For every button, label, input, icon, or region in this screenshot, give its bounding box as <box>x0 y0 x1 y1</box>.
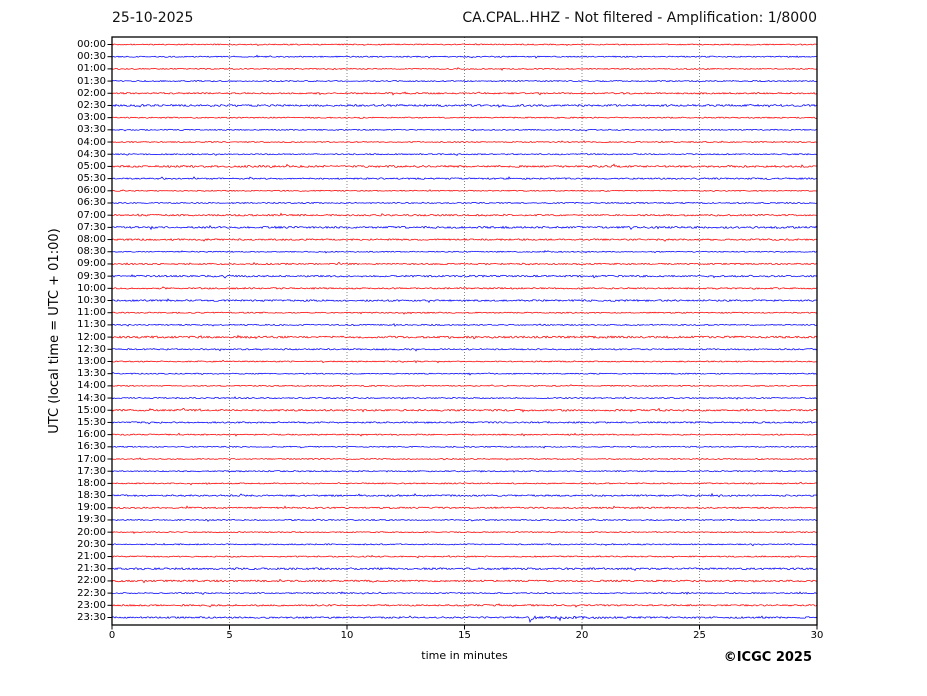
y-tick-label: 22:00 <box>77 575 106 587</box>
y-tick-label: 10:00 <box>77 282 106 294</box>
x-axis-label: time in minutes <box>421 649 508 662</box>
y-tick-label: 19:00 <box>77 502 106 514</box>
x-tick-label: 5 <box>226 630 233 641</box>
y-tick-label: 02:30 <box>77 99 106 111</box>
y-tick-label: 22:30 <box>77 587 106 599</box>
y-tick-label: 11:00 <box>77 307 106 319</box>
x-tick-label: 0 <box>108 630 116 641</box>
y-tick-label: 11:30 <box>77 319 106 331</box>
y-tick-label: 18:00 <box>77 477 106 489</box>
y-tick-label: 00:30 <box>77 51 106 63</box>
y-tick-label: 05:30 <box>77 173 106 185</box>
x-tick-label: 25 <box>693 630 706 641</box>
y-tick-label: 07:00 <box>77 209 106 221</box>
y-tick-label: 23:30 <box>77 612 106 623</box>
y-tick-label: 19:30 <box>77 514 106 526</box>
y-tick-label: 23:00 <box>77 599 106 611</box>
y-tick-label: 21:00 <box>77 551 106 563</box>
y-tick-label: 15:30 <box>77 416 106 428</box>
y-tick-label: 04:30 <box>77 148 106 160</box>
helicorder-plot-canvas <box>100 31 827 637</box>
y-tick-label: 17:30 <box>77 465 106 477</box>
y-tick-label: 02:00 <box>77 87 106 99</box>
y-tick-label: 13:00 <box>77 355 106 367</box>
y-tick-label: 13:30 <box>77 368 106 380</box>
y-tick-label: 12:00 <box>77 331 106 343</box>
y-tick-label: 05:00 <box>77 160 106 172</box>
y-tick-label: 00:00 <box>77 39 106 50</box>
y-tick-label: 14:00 <box>77 380 106 392</box>
y-tick-label: 16:00 <box>77 429 106 441</box>
y-tick-label: 10:30 <box>77 295 106 307</box>
y-tick-label: 09:00 <box>77 258 106 270</box>
y-tick-label: 06:00 <box>77 185 106 197</box>
x-tick-label: 15 <box>458 630 471 641</box>
y-tick-label: 16:30 <box>77 441 106 453</box>
y-tick-label: 17:00 <box>77 453 106 465</box>
y-tick-label: 01:00 <box>77 63 106 75</box>
y-tick-label: 20:00 <box>77 526 106 538</box>
y-tick-label: 08:30 <box>77 246 106 258</box>
y-tick-label: 09:30 <box>77 270 106 282</box>
copyright-text: ©ICGC 2025 <box>723 650 812 665</box>
y-tick-label: 14:30 <box>77 392 106 404</box>
station-channel-title: CA.CPAL..HHZ - Not filtered - Amplificat… <box>462 10 817 26</box>
date-title: 25-10-2025 <box>112 10 194 26</box>
y-tick-label: 18:30 <box>77 490 106 502</box>
y-tick-label: 21:30 <box>77 563 106 575</box>
x-tick-label: 20 <box>575 630 589 641</box>
y-tick-label: 07:30 <box>77 221 106 233</box>
x-tick-label: 30 <box>810 630 824 641</box>
y-tick-label: 03:00 <box>77 112 106 124</box>
y-tick-label: 12:30 <box>77 343 106 355</box>
y-tick-label: 08:00 <box>77 234 106 246</box>
x-tick-label: 10 <box>340 630 354 641</box>
y-tick-label: 01:30 <box>77 75 106 87</box>
y-tick-label: 03:30 <box>77 124 106 136</box>
y-tick-label: 15:00 <box>77 404 106 416</box>
y-tick-label: 20:30 <box>77 538 106 550</box>
y-tick-label: 04:00 <box>77 136 106 148</box>
y-tick-label: 06:30 <box>77 197 106 209</box>
